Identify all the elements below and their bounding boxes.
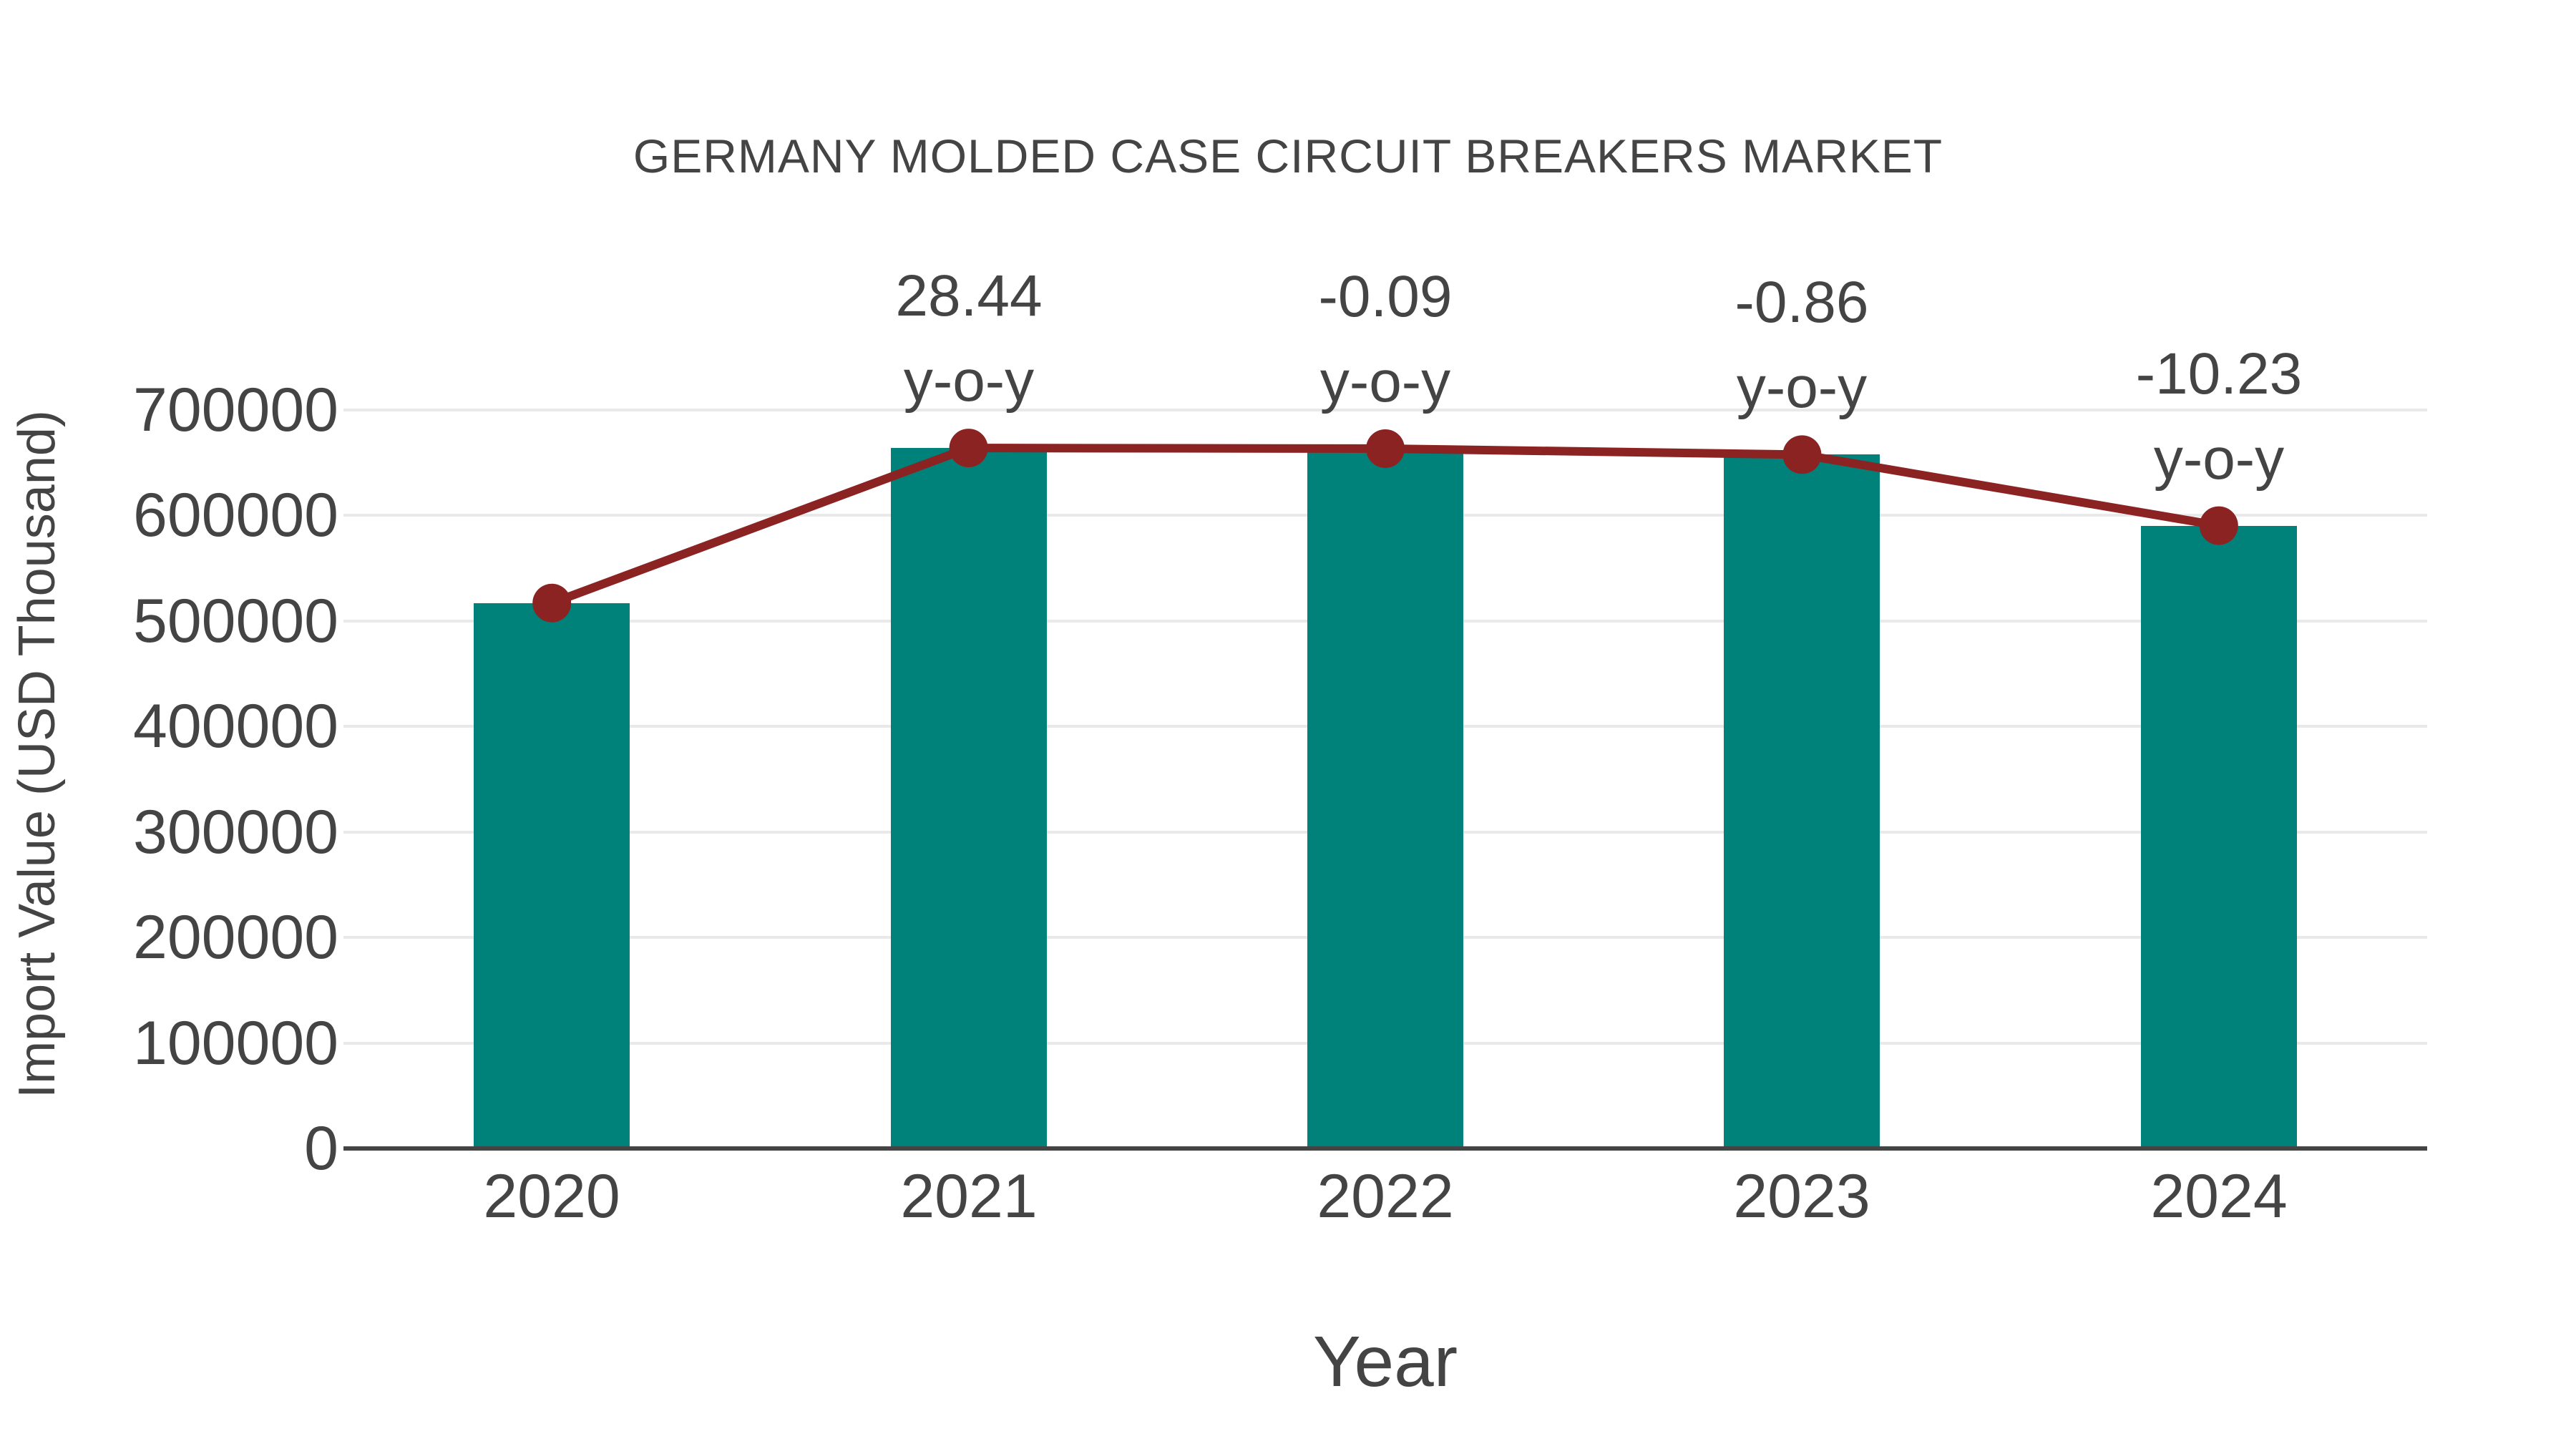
bar-2023[interactable] — [1724, 454, 1880, 1148]
y-tick-label-600000: 600000 — [133, 481, 338, 550]
bar-2024[interactable] — [2141, 526, 2297, 1148]
y-tick-label-0: 0 — [304, 1114, 338, 1183]
y-tick-label-700000: 700000 — [133, 376, 338, 444]
y-tick-label-200000: 200000 — [133, 903, 338, 972]
bar-2022[interactable] — [1307, 449, 1463, 1148]
y-tick-label-500000: 500000 — [133, 587, 338, 655]
x-tick-label-2024: 2024 — [2150, 1162, 2288, 1231]
yoy-value-2022: -0.09 — [1318, 264, 1453, 329]
y-tick-label-300000: 300000 — [133, 798, 338, 867]
x-tick-label-2021: 2021 — [900, 1162, 1038, 1231]
x-tick-label-2020: 2020 — [483, 1162, 620, 1231]
yoy-annotation-2024: -10.23 y-o-y — [2004, 331, 2434, 502]
x-tick-label-2023: 2023 — [1733, 1162, 1870, 1231]
yoy-value-2023: -0.86 — [1735, 270, 1869, 335]
bar-2021[interactable] — [891, 448, 1047, 1148]
yoy-annotation-2023: -0.86 y-o-y — [1587, 260, 2016, 430]
chart-title: GERMANY MOLDED CASE CIRCUIT BREAKERS MAR… — [633, 130, 1943, 182]
yoy-value-2024: -10.23 — [2135, 341, 2303, 406]
yoy-value-2021: 28.44 — [895, 263, 1043, 328]
yoy-annotation-2022: -0.09 y-o-y — [1171, 254, 1600, 424]
x-tick-label-2022: 2022 — [1317, 1162, 1454, 1231]
yoy-annotation-2021: 28.44 y-o-y — [754, 253, 1184, 424]
y-tick-label-400000: 400000 — [133, 692, 338, 761]
gridline-700000 — [343, 409, 2427, 411]
x-axis-line — [343, 1146, 2427, 1151]
yoy-suffix-2024: y-o-y — [2153, 426, 2285, 492]
bar-2020[interactable] — [474, 603, 630, 1148]
y-tick-label-100000: 100000 — [133, 1009, 338, 1078]
yoy-suffix-2023: y-o-y — [1736, 355, 1868, 420]
yoy-suffix-2021: y-o-y — [903, 348, 1035, 414]
x-axis-title: Year — [1312, 1322, 1458, 1402]
yoy-suffix-2022: y-o-y — [1319, 349, 1451, 414]
